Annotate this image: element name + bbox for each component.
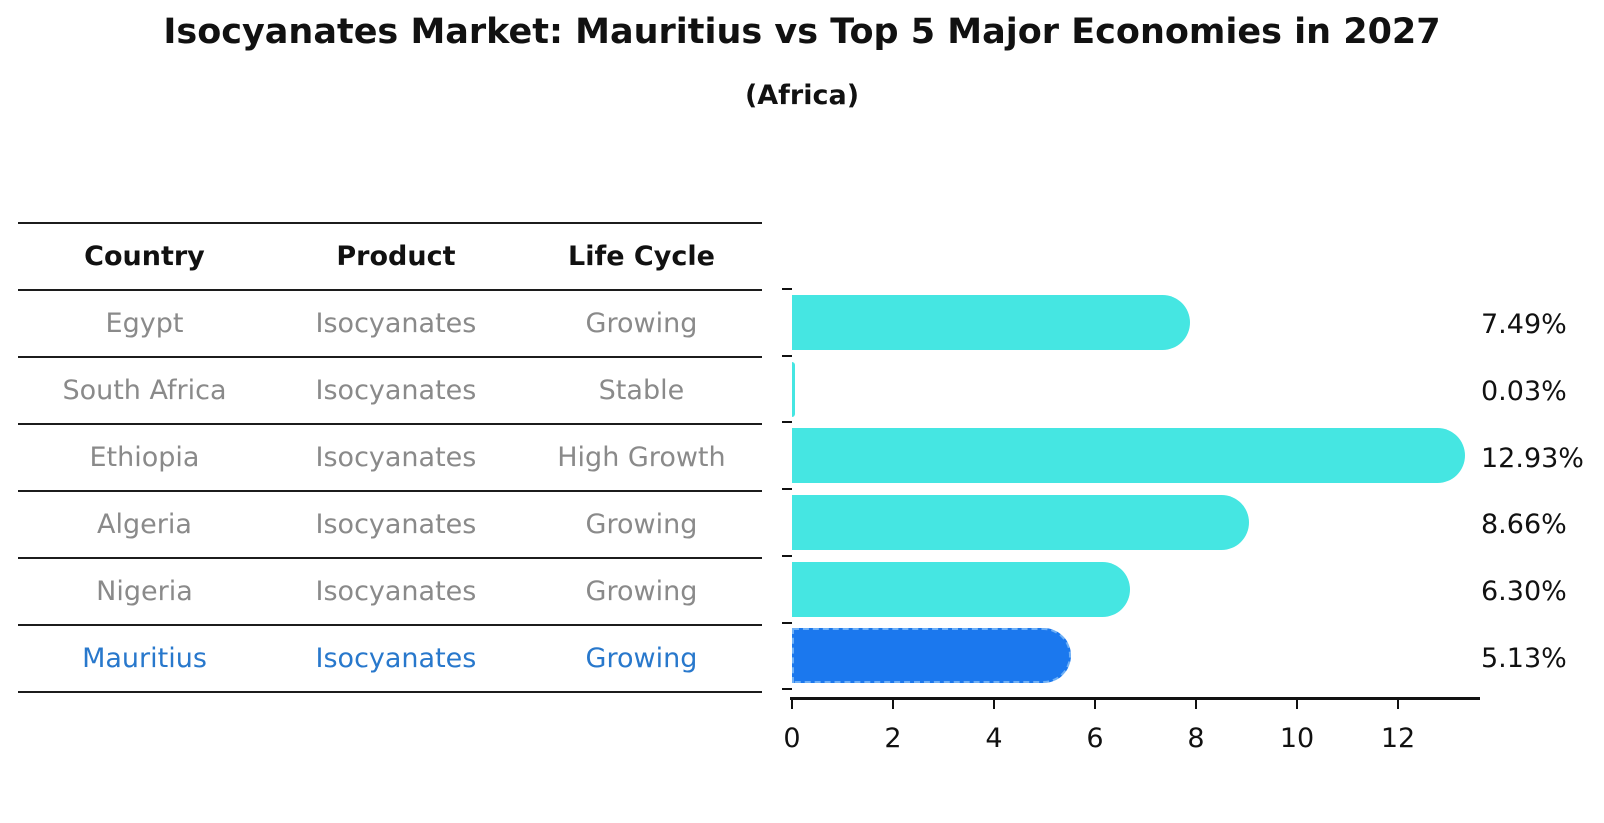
table-row: South Africa Isocyanates Stable xyxy=(18,358,762,425)
table-row: Egypt Isocyanates Growing xyxy=(18,291,762,358)
cell-life-cycle: Stable xyxy=(598,375,685,406)
cell-country: South Africa xyxy=(62,375,227,406)
cell-life-cycle: Growing xyxy=(585,576,698,607)
column-header-product: Product xyxy=(336,241,456,272)
cell-product: Isocyanates xyxy=(315,442,477,473)
table-row: Algeria Isocyanates Growing xyxy=(18,492,762,559)
country-table: Country Product Life Cycle Egypt Isocyana… xyxy=(18,222,762,693)
y-axis-tick xyxy=(782,621,792,624)
cell-country: Ethiopia xyxy=(89,442,200,473)
x-axis-tick-label: 8 xyxy=(1187,723,1205,754)
x-axis-tick-label: 12 xyxy=(1380,723,1416,754)
cell-life-cycle: Growing xyxy=(585,308,698,339)
bar-ethiopia xyxy=(792,428,1465,484)
table-row: Ethiopia Isocyanates High Growth xyxy=(18,425,762,492)
value-label: 5.13% xyxy=(1481,642,1567,674)
x-axis-tick xyxy=(1094,700,1096,709)
y-axis-tick xyxy=(782,354,792,357)
x-axis-tick-label: 4 xyxy=(985,723,1003,754)
value-label: 12.93% xyxy=(1481,442,1584,474)
x-axis-tick xyxy=(791,700,793,709)
x-axis-tick-label: 0 xyxy=(783,723,801,754)
x-axis-tick xyxy=(1397,700,1399,709)
bar-egypt xyxy=(792,294,1191,350)
column-header-country: Country xyxy=(84,241,205,272)
cell-product: Isocyanates xyxy=(315,509,477,540)
cell-product: Isocyanates xyxy=(315,375,477,406)
x-axis-tick-label: 6 xyxy=(1086,723,1104,754)
cell-product: Isocyanates xyxy=(315,308,477,339)
cell-life-cycle: Growing xyxy=(585,509,698,540)
bar-nigeria xyxy=(792,561,1131,617)
y-axis-tick xyxy=(782,488,792,491)
x-axis-tick xyxy=(1296,700,1298,709)
y-axis-tick xyxy=(782,288,792,290)
cell-country: Mauritius xyxy=(82,643,207,674)
table-row: Mauritius Isocyanates Growing xyxy=(18,626,762,693)
y-axis-tick xyxy=(782,554,792,557)
y-axis-tick xyxy=(782,688,792,691)
x-axis-tick xyxy=(892,700,894,709)
x-axis-tick-label: 10 xyxy=(1279,723,1315,754)
cell-product: Isocyanates xyxy=(315,643,477,674)
value-label: 8.66% xyxy=(1481,509,1567,541)
table-row: Nigeria Isocyanates Growing xyxy=(18,559,762,626)
cell-country: Algeria xyxy=(97,509,192,540)
bar-south-africa xyxy=(792,361,795,417)
value-label: 0.03% xyxy=(1481,376,1567,408)
cell-life-cycle: Growing xyxy=(585,643,698,674)
x-axis-tick xyxy=(993,700,995,709)
chart-title: Isocyanates Market: Mauritius vs Top 5 M… xyxy=(163,12,1441,52)
bar-mauritius xyxy=(792,628,1072,684)
y-axis-tick xyxy=(782,421,792,424)
cell-country: Nigeria xyxy=(96,576,193,607)
bar-algeria xyxy=(792,494,1250,550)
chart-subtitle: (Africa) xyxy=(744,80,860,111)
x-axis-tick-label: 2 xyxy=(884,723,902,754)
x-axis-tick xyxy=(1195,700,1197,709)
column-header-life-cycle: Life Cycle xyxy=(567,241,715,272)
cell-life-cycle: High Growth xyxy=(557,442,726,473)
value-label: 6.30% xyxy=(1481,576,1567,608)
value-label: 7.49% xyxy=(1481,309,1567,341)
cell-country: Egypt xyxy=(105,308,184,339)
table-header-row: Country Product Life Cycle xyxy=(18,224,762,291)
x-axis-line xyxy=(790,697,1480,700)
cell-product: Isocyanates xyxy=(315,576,477,607)
